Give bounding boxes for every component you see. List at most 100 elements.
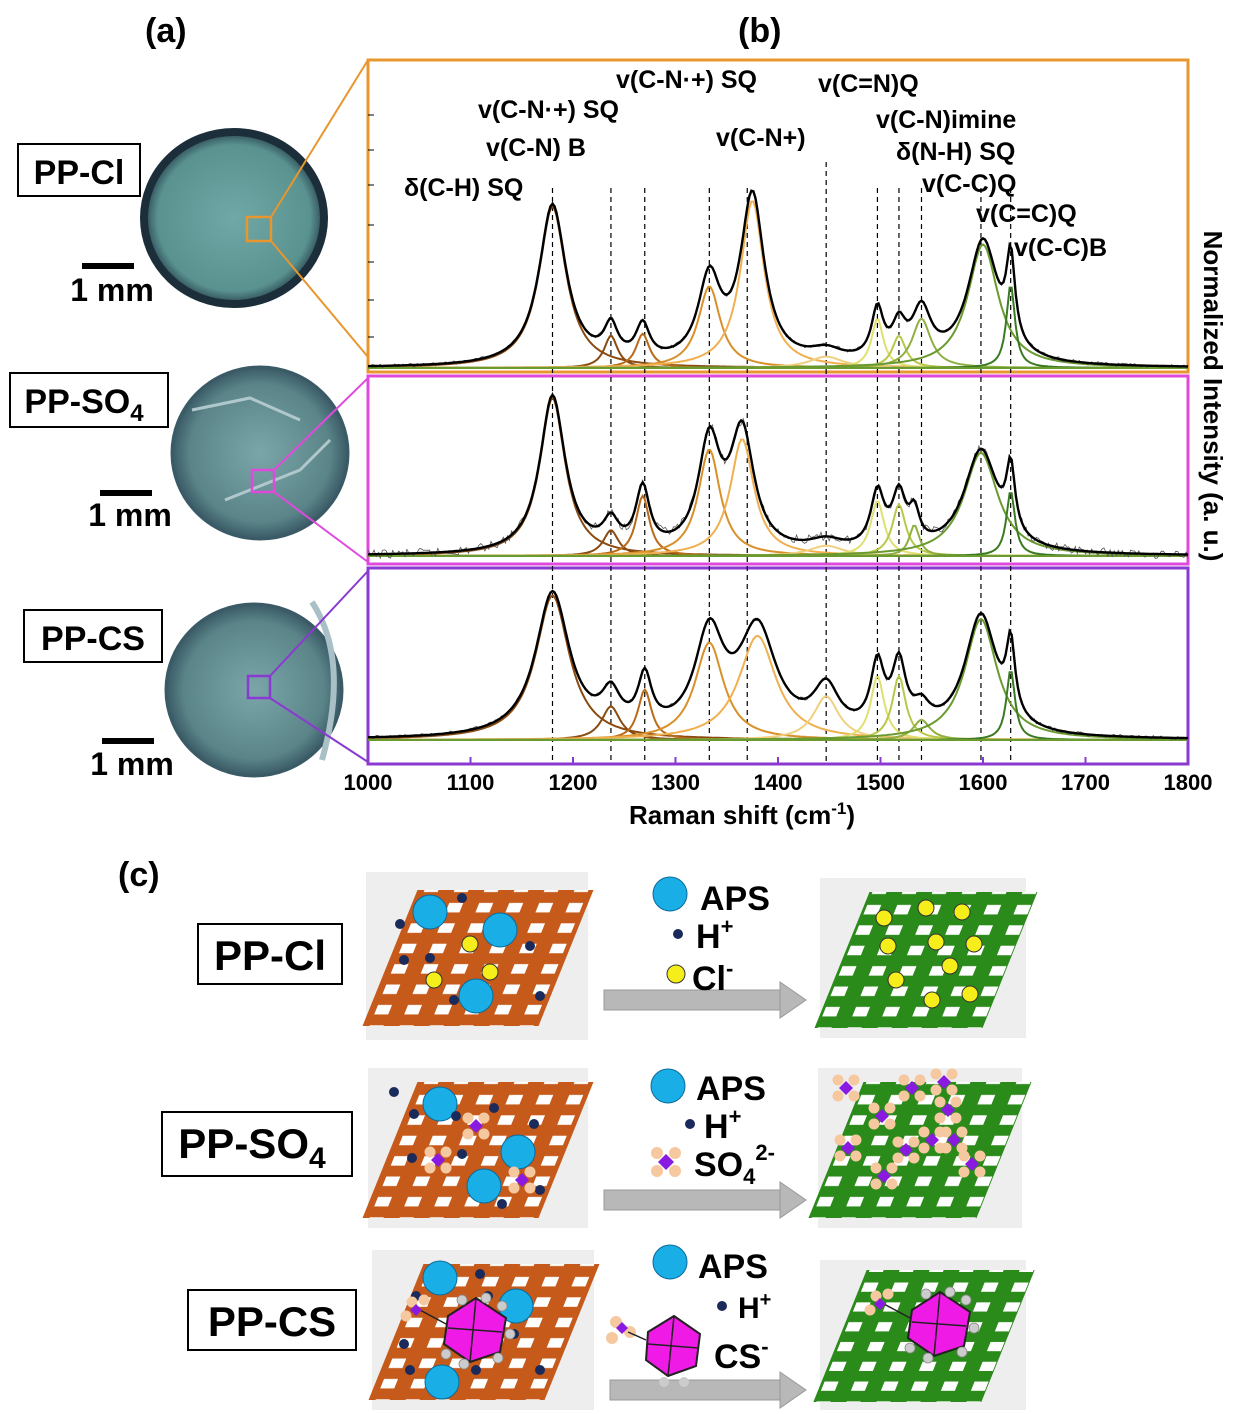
band-label: v(C-N·+) SQ xyxy=(616,66,757,94)
legend-so4-so4: SO42- xyxy=(694,1140,775,1189)
chondroitin-particle xyxy=(864,1286,980,1364)
sulfate-particle xyxy=(834,1134,862,1162)
sulfate-particle xyxy=(934,1096,962,1124)
sample-label-cl: PP-Cl xyxy=(34,154,125,192)
x-tick-label: 1200 xyxy=(549,770,598,795)
chloride-particle xyxy=(941,957,959,975)
chloride-particle xyxy=(917,899,935,917)
fit-component-1237 xyxy=(368,335,1188,369)
legend-cl-aps: APS xyxy=(700,880,770,918)
proton-particle xyxy=(399,1339,409,1349)
sulfate-particle xyxy=(424,1146,452,1174)
proton-particle xyxy=(457,1149,467,1159)
pellet-photos: PP-Cl 1 mm PP-SO4 1 mm PP-CS 1 mm xyxy=(9,128,350,782)
proton-particle xyxy=(525,941,535,951)
scale-bar-cl xyxy=(82,263,134,269)
legend-cs-aps: APS xyxy=(698,1248,768,1286)
proton-particle xyxy=(405,1365,415,1375)
legend-so4-h: H+ xyxy=(704,1104,741,1146)
proton-particle xyxy=(535,991,545,1001)
reaction-arrow-so4-head xyxy=(779,1181,807,1219)
pellet-cl-zoom-box xyxy=(245,215,273,243)
proton-particle xyxy=(535,1185,545,1195)
x-tick-label: 1000 xyxy=(344,770,393,795)
spectrum-panel-0 xyxy=(367,189,1189,369)
reaction-arrow-cl-head xyxy=(779,981,807,1019)
band-label: v(C=C)Q xyxy=(976,200,1077,228)
pellet-cl: PP-Cl 1 mm xyxy=(17,128,328,308)
fit-envelope xyxy=(368,189,1188,368)
proton-particle xyxy=(389,1087,399,1097)
band-label: v(C=N)Q xyxy=(818,70,919,98)
pellet-cs-image xyxy=(164,602,344,778)
sulfate-particle xyxy=(898,1074,926,1102)
sulfate-particle xyxy=(508,1166,536,1194)
band-label: δ(N-H) SQ xyxy=(896,138,1015,166)
panel-label-a: (a) xyxy=(145,12,187,50)
spectrum-panel-2 xyxy=(367,589,1189,741)
chloride-particle xyxy=(887,971,905,989)
scale-label-so4: 1 mm xyxy=(88,497,172,533)
sulfate-icon xyxy=(651,1147,681,1177)
proton-particle xyxy=(497,1199,507,1209)
lattice-cl-after xyxy=(814,891,1038,1029)
band-label: v(C-N·+) SQ xyxy=(478,96,619,124)
pellet-so4-crack xyxy=(191,396,332,502)
aps-icon xyxy=(650,1068,686,1104)
legend-so4-aps: APS xyxy=(696,1070,766,1108)
proton-particle xyxy=(399,955,409,965)
raw-spectrum xyxy=(367,590,1189,741)
x-axis-label: Raman shift (cm-1) xyxy=(629,799,855,830)
reaction-arrow-cs-shaft xyxy=(609,1379,781,1401)
chondroitin-sulfate-icon xyxy=(606,1314,702,1387)
band-label: v(C-N+) xyxy=(716,124,806,152)
raman-panel-cl-frame xyxy=(366,58,1190,374)
x-axis-ticks: 1000 1100 1200 1300 1400 1500 1600 1700 1800 xyxy=(344,114,1212,795)
scale-bar-cs xyxy=(102,738,154,744)
proton-icon xyxy=(717,1301,727,1311)
aps-particle xyxy=(424,1364,460,1400)
aps-particle xyxy=(412,894,448,930)
legend-cs: APS H+ CS- xyxy=(606,1244,771,1387)
schematic-particles xyxy=(389,893,986,1400)
peak-guide-lines xyxy=(551,162,1012,764)
sample-label-cs: PP-CS xyxy=(41,620,145,658)
sulfate-particle xyxy=(870,1162,898,1190)
zoom-connectors xyxy=(269,59,369,763)
sulfate-particle xyxy=(918,1126,946,1154)
proton-icon xyxy=(685,1119,695,1129)
aps-icon xyxy=(652,876,688,912)
lattice-so4-before xyxy=(362,1081,594,1219)
y-axis-label: Normalized Intensity (a. u.) xyxy=(1198,231,1228,562)
fit-component-1365 xyxy=(368,438,1188,557)
panel-label-c: (c) xyxy=(118,856,160,894)
legend-cl-cl: Cl- xyxy=(692,956,733,998)
chloride-particle xyxy=(425,971,443,989)
aps-particle xyxy=(482,912,518,948)
proton-particle xyxy=(489,1103,499,1113)
x-tick-label: 1700 xyxy=(1061,770,1110,795)
panel-label-b: (b) xyxy=(738,12,781,50)
proton-particle xyxy=(457,893,467,903)
schematic-label-cl-box xyxy=(197,923,343,985)
sulfate-particle xyxy=(940,1126,968,1154)
proton-particle xyxy=(425,953,435,963)
sulfate-particle xyxy=(958,1150,986,1178)
band-label: v(C-C)Q xyxy=(922,170,1016,198)
fit-envelope xyxy=(368,589,1188,740)
aps-particle xyxy=(422,1086,458,1122)
chloride-particle xyxy=(961,985,979,1003)
raman-panel-so4-frame xyxy=(366,374,1190,566)
aps-particle xyxy=(466,1168,502,1204)
band-label: v(C-C)B xyxy=(1014,234,1107,262)
proton-icon xyxy=(673,929,683,939)
proton-particle xyxy=(451,1111,461,1121)
legend-cs-cs: CS- xyxy=(714,1334,769,1376)
pellet-cs: PP-CS 1 mm xyxy=(23,600,344,782)
fit-component-1600 xyxy=(368,243,1188,369)
chloride-particle xyxy=(879,937,897,955)
spectrum-panel-1 xyxy=(367,391,1189,560)
scale-label-cl: 1 mm xyxy=(70,272,154,308)
fit-envelope xyxy=(368,392,1188,556)
